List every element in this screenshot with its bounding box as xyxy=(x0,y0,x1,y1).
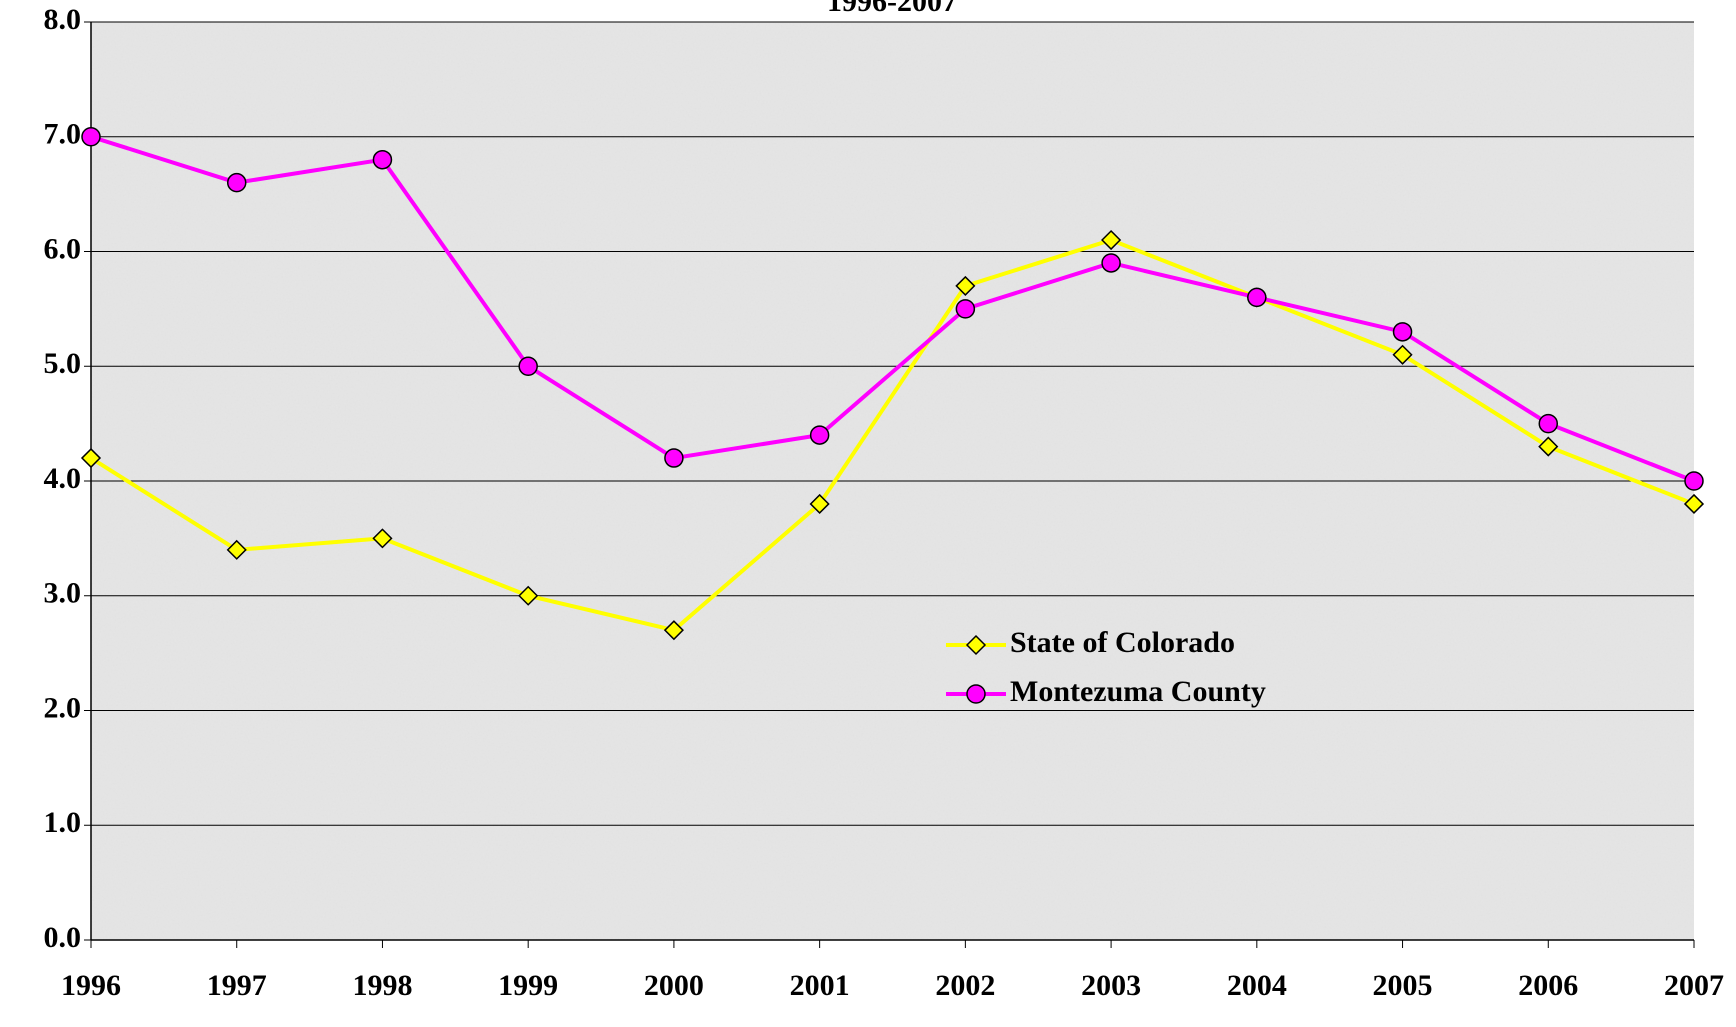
y-tick-label: 8.0 xyxy=(44,3,82,36)
circle-marker xyxy=(372,149,393,170)
x-tick-label: 2001 xyxy=(790,969,850,1002)
circle-marker xyxy=(226,172,247,193)
diamond-marker xyxy=(809,493,830,515)
x-tick-label: 2000 xyxy=(644,969,704,1002)
diamond-marker xyxy=(80,447,102,469)
circle-marker xyxy=(1392,322,1413,342)
diamond-marker xyxy=(1392,344,1413,365)
y-tick-label: 4.0 xyxy=(44,462,82,495)
legend-label: Montezuma County xyxy=(1010,675,1266,708)
y-tick-label: 2.0 xyxy=(44,691,82,724)
x-tick-label: 1999 xyxy=(498,969,558,1002)
legend-label: State of Colorado xyxy=(1010,626,1235,659)
x-tick-label: 2005 xyxy=(1373,969,1433,1002)
diamond-marker xyxy=(226,539,247,560)
circle-marker xyxy=(518,356,538,376)
diamond-marker xyxy=(1683,493,1705,515)
x-tick-label: 1996 xyxy=(61,969,121,1002)
diamond-marker xyxy=(663,620,684,641)
diamond-marker xyxy=(1101,229,1122,251)
x-tick-label: 2004 xyxy=(1227,969,1287,1002)
diamond-marker xyxy=(1538,436,1559,457)
diamond-marker xyxy=(955,275,976,296)
diamond-marker xyxy=(965,634,987,656)
x-tick-label: 1998 xyxy=(352,969,412,1002)
diamond-marker xyxy=(372,528,393,549)
x-tick-label: 2007 xyxy=(1664,969,1724,1002)
y-tick-label: 1.0 xyxy=(44,806,82,839)
circle-marker xyxy=(966,684,986,704)
circle-marker xyxy=(1684,471,1704,491)
x-tick-label: 2003 xyxy=(1081,969,1141,1002)
circle-marker xyxy=(664,448,684,468)
circle-marker xyxy=(1247,287,1267,308)
y-tick-label: 7.0 xyxy=(44,118,82,151)
chart-title: 1996-2007 xyxy=(827,0,957,18)
circle-marker xyxy=(1101,253,1121,273)
y-tick-label: 3.0 xyxy=(44,577,82,610)
x-tick-label: 1997 xyxy=(207,969,267,1002)
circle-marker xyxy=(81,127,101,147)
x-tick-label: 2006 xyxy=(1518,969,1578,1002)
x-tick-label: 2002 xyxy=(935,969,995,1002)
y-tick-label: 0.0 xyxy=(44,921,82,954)
y-tick-label: 6.0 xyxy=(44,232,82,265)
circle-marker xyxy=(1538,413,1559,434)
circle-marker xyxy=(955,299,976,319)
series-line xyxy=(89,237,1695,633)
y-tick-label: 5.0 xyxy=(44,347,82,380)
diamond-marker xyxy=(518,585,539,606)
circle-marker xyxy=(809,425,830,445)
series-line xyxy=(90,134,1695,483)
